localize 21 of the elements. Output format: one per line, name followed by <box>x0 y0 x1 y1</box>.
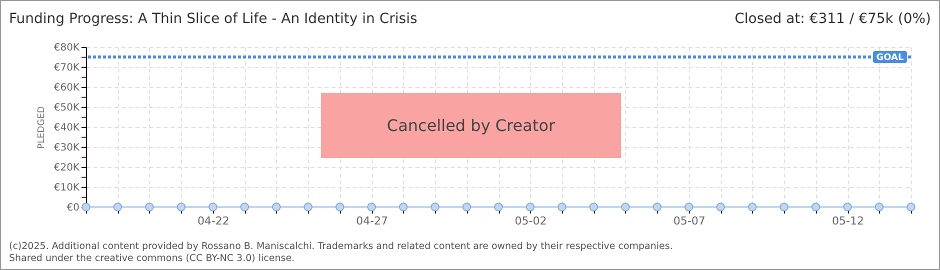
y-tick-label: €60K <box>54 82 80 94</box>
y-tick-label: €0 <box>66 202 80 214</box>
y-tick-label: €80K <box>54 42 80 54</box>
x-tick-label: 05-12 <box>832 214 864 228</box>
y-axis-title: PLEDGED <box>36 106 47 149</box>
x-tick-label: 05-02 <box>514 214 547 228</box>
cancelled-banner: Cancelled by Creator <box>321 93 621 158</box>
x-tick-label: 04-22 <box>197 214 230 228</box>
x-tick-label: 04-27 <box>356 214 388 228</box>
y-tick-label: €20K <box>54 162 80 174</box>
y-tick-label: €10K <box>54 182 80 194</box>
text: (c)2025. Additional content provided by Rossano B. Maniscalchi. Trademarks and related content are owned by their respective companies. <box>9 241 673 253</box>
ref-line-label: GOAL <box>876 53 904 63</box>
y-tick-label: €50K <box>54 102 80 114</box>
chart-subtitle: Closed at: €311 / €75k (0%) <box>734 11 931 27</box>
y-tick-label: €40K <box>54 122 80 134</box>
x-tick-label: 05-07 <box>673 214 706 228</box>
y-tick-label: €30K <box>54 142 80 154</box>
text: Shared under the creative commons (CC BY-NC 3.0) license. <box>9 253 296 265</box>
y-tick-label: €70K <box>54 62 80 74</box>
chart-title: Funding Progress: A Thin Slice of Life - An Identity in Crisis <box>9 11 418 27</box>
